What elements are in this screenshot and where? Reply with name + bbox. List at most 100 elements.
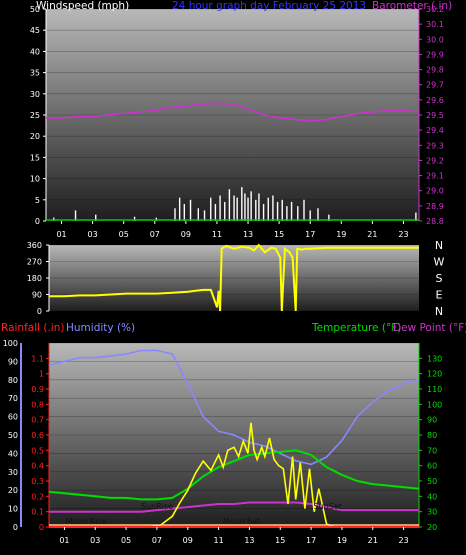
temperature-tick-label: 80 bbox=[427, 431, 437, 440]
rainfall-tick-label: 0.5 bbox=[31, 446, 44, 455]
temperature-tick-label: 50 bbox=[427, 477, 437, 486]
rainfall-tick-label: 0.2 bbox=[31, 492, 44, 501]
hour-tick-label: 09 bbox=[183, 536, 193, 545]
rainfall-tick-label: 0.4 bbox=[31, 462, 44, 471]
humidity-axis-label: Humidity (%) bbox=[66, 322, 135, 334]
barometer-axis-label: Barometer (.in) bbox=[372, 0, 452, 12]
hour-tick-label: 09 bbox=[181, 230, 191, 239]
direction-tick-label: 270 bbox=[27, 258, 42, 267]
barometer-tick-label: 29.1 bbox=[426, 172, 444, 181]
rainfall-axis: 0 0.1 0.2 0.3 0.4 0.5 0.6 0.7 0.8 0.9 1 1.1 bbox=[31, 343, 50, 532]
dew-point-series bbox=[49, 501, 419, 513]
wind-baro-hour-axis: 01 03 05 07 09 11 13 15 17 19 21 23 bbox=[56, 221, 409, 239]
temperature-axis: 20 30 40 50 60 70 80 90 100 110 120 130 bbox=[418, 343, 442, 532]
rainfall-tick-label: 0.6 bbox=[31, 431, 44, 440]
wind-direction-plot-area bbox=[49, 245, 419, 311]
windspeed-tick-label: 0 bbox=[35, 217, 40, 226]
hour-tick-label: 03 bbox=[88, 230, 98, 239]
humidity-axis: 0 10 20 30 40 50 60 70 80 90 100 bbox=[3, 339, 22, 532]
humidity-tick-label: 30 bbox=[8, 468, 18, 477]
windspeed-series bbox=[46, 187, 419, 221]
hour-tick-label: 01 bbox=[59, 536, 69, 545]
barometer-tick-label: 28.9 bbox=[426, 202, 444, 211]
hour-tick-label: 17 bbox=[306, 536, 316, 545]
compass-label: N bbox=[435, 305, 443, 318]
hour-tick-label: 17 bbox=[305, 230, 315, 239]
temperature-tick-label: 60 bbox=[427, 462, 437, 471]
humidity-tick-label: 70 bbox=[8, 394, 18, 403]
temperature-tick-label: 70 bbox=[427, 446, 437, 455]
temperature-tick-label: 120 bbox=[427, 370, 442, 379]
compass-label: S bbox=[436, 272, 443, 285]
rainfall-axis-label: Rainfall (.in) bbox=[1, 322, 64, 334]
humidity-tick-label: 10 bbox=[8, 505, 18, 514]
solar-series bbox=[49, 422, 419, 528]
windspeed-tick-label: 45 bbox=[30, 26, 40, 35]
temperature-tick-label: 20 bbox=[427, 523, 437, 532]
hour-tick-label: 15 bbox=[274, 230, 284, 239]
hour-tick-label: 11 bbox=[212, 230, 222, 239]
rainfall-tick-label: 0 bbox=[39, 523, 44, 532]
rainfall-tick-label: 0.9 bbox=[31, 385, 44, 394]
windspeed-tick-label: 15 bbox=[30, 153, 40, 162]
rainfall-tick-label: 0.1 bbox=[31, 508, 44, 517]
barometer-tick-label: 30.1 bbox=[426, 20, 444, 29]
barometer-tick-label: 29.4 bbox=[426, 126, 444, 135]
rainfall-tick-label: 0.8 bbox=[31, 400, 44, 409]
wind-direction-series bbox=[49, 243, 419, 312]
barometer-tick-label: 28.8 bbox=[426, 217, 444, 226]
humidity-tick-label: 40 bbox=[8, 449, 18, 458]
windspeed-axis: 0 5 10 15 20 25 30 35 40 45 50 bbox=[30, 5, 47, 226]
direction-tick-label: 90 bbox=[32, 291, 42, 300]
windspeed-tick-label: 10 bbox=[30, 175, 40, 184]
humidity-tick-label: 20 bbox=[8, 486, 18, 495]
hour-tick-label: 23 bbox=[398, 230, 408, 239]
hour-tick-label: 05 bbox=[119, 230, 129, 239]
hour-tick-label: 13 bbox=[244, 536, 254, 545]
hour-tick-label: 21 bbox=[368, 536, 378, 545]
windspeed-tick-label: 30 bbox=[30, 90, 40, 99]
sun-moon-annotations: SunRise SunSet Moon Rise Moon Set bbox=[49, 502, 419, 526]
wind-baro-grid bbox=[46, 8, 419, 222]
rainfall-tick-label: 1 bbox=[39, 370, 44, 379]
dew-point-axis-label: Dew Point (°F) bbox=[393, 322, 466, 334]
hour-tick-label: 19 bbox=[336, 230, 346, 239]
hour-tick-label: 07 bbox=[150, 230, 160, 239]
humidity-tick-label: 90 bbox=[8, 357, 18, 366]
humidity-tick-label: 100 bbox=[3, 339, 18, 348]
windspeed-tick-label: 35 bbox=[30, 69, 40, 78]
humidity-tick-label: 80 bbox=[8, 376, 18, 385]
barometer-tick-label: 30.0 bbox=[426, 35, 444, 44]
barometer-series bbox=[46, 102, 420, 122]
barometer-tick-label: 30.2 bbox=[426, 5, 444, 14]
humidity-tick-label: 60 bbox=[8, 413, 18, 422]
annotation-label: SunSet bbox=[314, 502, 342, 511]
windspeed-tick-label: 50 bbox=[30, 5, 40, 14]
temperature-tick-label: 40 bbox=[427, 492, 437, 501]
temperature-tick-label: 100 bbox=[427, 400, 442, 409]
temperature-tick-label: 90 bbox=[427, 416, 437, 425]
direction-tick-label: 360 bbox=[27, 241, 42, 250]
humidity-tick-label: 50 bbox=[8, 431, 18, 440]
windspeed-tick-label: 40 bbox=[30, 47, 40, 56]
hour-tick-label: 07 bbox=[152, 536, 162, 545]
hour-tick-label: 13 bbox=[243, 230, 253, 239]
compass-label: W bbox=[434, 256, 445, 269]
barometer-tick-label: 29.5 bbox=[426, 111, 444, 120]
temp-humidity-hour-axis: 01 03 05 07 09 11 13 15 17 19 21 23 bbox=[59, 527, 409, 545]
barometer-tick-label: 29.9 bbox=[426, 50, 444, 59]
rainfall-tick-label: 1.1 bbox=[31, 354, 44, 363]
hour-tick-label: 05 bbox=[121, 536, 131, 545]
barometer-tick-label: 29.7 bbox=[426, 81, 444, 90]
humidity-tick-label: 0 bbox=[13, 523, 18, 532]
hour-tick-label: 21 bbox=[367, 230, 377, 239]
hour-tick-label: 01 bbox=[56, 230, 66, 239]
annotation-label: Moon Set bbox=[223, 517, 260, 526]
temperature-axis-label: Temperature (°F) bbox=[311, 322, 401, 334]
annotation-label: Moon Rise bbox=[66, 517, 107, 526]
windspeed-axis-label: Windspeed (mph) bbox=[36, 0, 129, 12]
rainfall-tick-label: 0.3 bbox=[31, 477, 44, 486]
